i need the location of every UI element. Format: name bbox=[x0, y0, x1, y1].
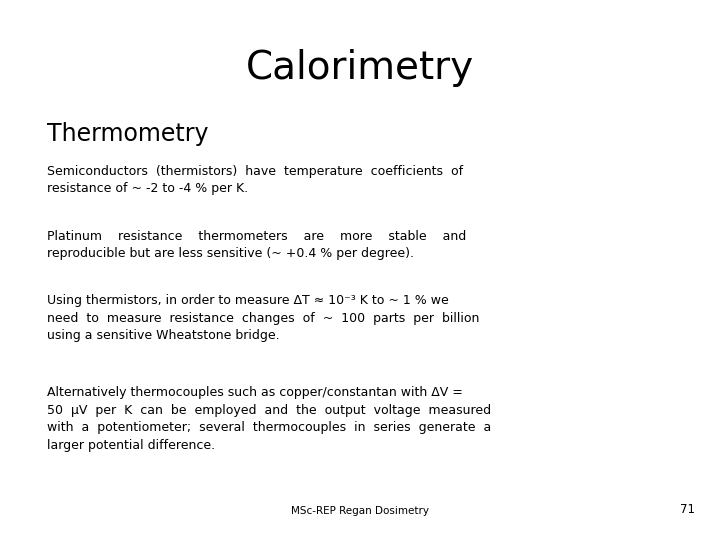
Text: 71: 71 bbox=[680, 503, 695, 516]
Text: Semiconductors  (thermistors)  have  temperature  coefficients  of
resistance of: Semiconductors (thermistors) have temper… bbox=[47, 165, 463, 195]
Text: Using thermistors, in order to measure ΔT ≈ 10⁻³ K to ~ 1 % we
need  to  measure: Using thermistors, in order to measure Δ… bbox=[47, 294, 480, 342]
Text: Alternatively thermocouples such as copper/constantan with ΔV =
50  μV  per  K  : Alternatively thermocouples such as copp… bbox=[47, 386, 491, 451]
Text: Platinum    resistance    thermometers    are    more    stable    and
reproduci: Platinum resistance thermometers are mor… bbox=[47, 230, 466, 260]
Text: MSc-REP Regan Dosimetry: MSc-REP Regan Dosimetry bbox=[291, 505, 429, 516]
Text: Thermometry: Thermometry bbox=[47, 122, 208, 145]
Text: Calorimetry: Calorimetry bbox=[246, 49, 474, 86]
